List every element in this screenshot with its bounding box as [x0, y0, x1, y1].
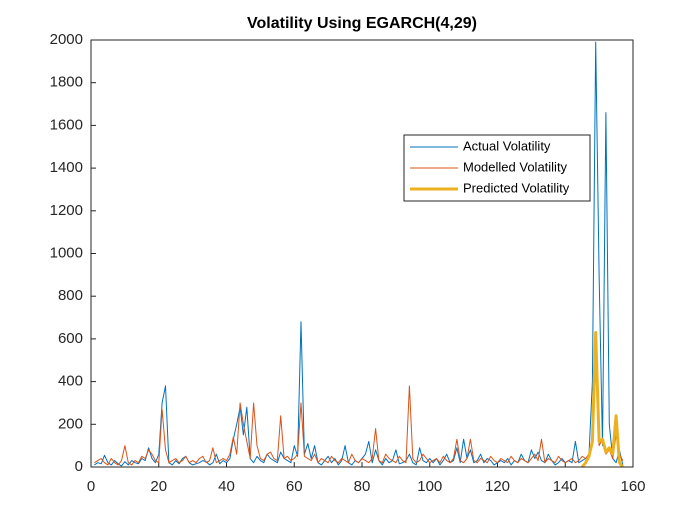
- x-tick-label: 160: [620, 478, 645, 495]
- x-tick-label: 100: [417, 478, 442, 495]
- legend-label: Modelled Volatility: [463, 159, 568, 174]
- plot-frame: [90, 39, 634, 468]
- y-tick-label: 1400: [50, 159, 83, 176]
- x-tick-label: 0: [87, 478, 95, 495]
- legend-label: Actual Volatility: [463, 138, 551, 153]
- y-tick-label: 1800: [50, 74, 83, 91]
- legend-label: Predicted Volatility: [463, 180, 570, 195]
- x-tick-label: 120: [485, 478, 510, 495]
- x-tick-label: 20: [150, 478, 167, 495]
- x-tick-label: 140: [553, 478, 578, 495]
- y-tick-label: 200: [58, 415, 83, 432]
- y-tick-label: 1600: [50, 116, 83, 133]
- y-tick-label: 2000: [50, 31, 83, 48]
- series-line: [94, 338, 624, 466]
- y-tick-label: 1200: [50, 202, 83, 219]
- y-tick-label: 400: [58, 373, 83, 390]
- series-line: [581, 331, 624, 468]
- x-tick-label: 40: [218, 478, 235, 495]
- y-tick-label: 800: [58, 287, 83, 304]
- y-tick-label: 1000: [50, 244, 83, 261]
- x-tick-label: 80: [354, 478, 371, 495]
- y-tick-label: 600: [58, 330, 83, 347]
- y-tick-label: 0: [75, 458, 83, 475]
- legend: Actual Volatility Modelled Volatility Pred…: [403, 134, 591, 202]
- chart-title: Volatility Using EGARCH(4,29): [247, 15, 477, 32]
- x-tick-label: 60: [286, 478, 303, 495]
